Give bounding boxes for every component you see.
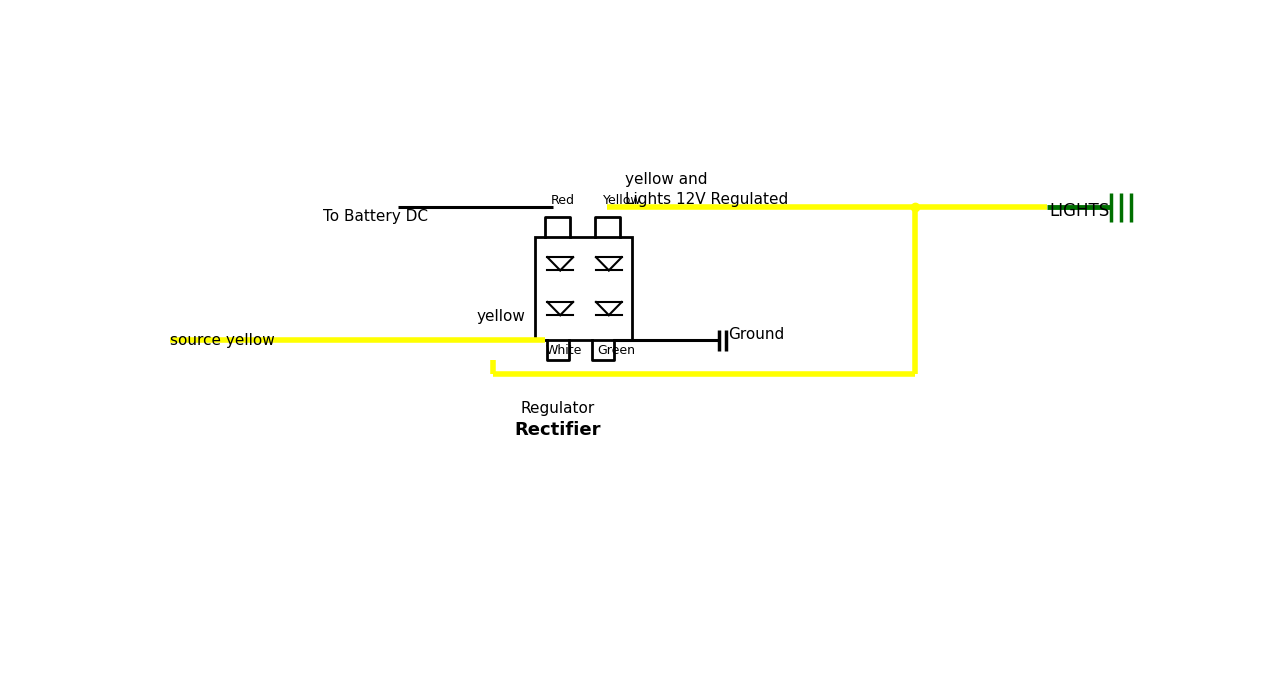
Text: Yellow: Yellow (603, 194, 642, 207)
Text: Lights 12V Regulated: Lights 12V Regulated (625, 192, 788, 207)
Text: source yellow: source yellow (170, 332, 275, 347)
Text: Ground: Ground (728, 328, 784, 343)
Text: LIGHTS: LIGHTS (1049, 202, 1109, 220)
Text: Rectifier: Rectifier (514, 421, 601, 438)
Text: Green: Green (597, 344, 635, 357)
Text: Red: Red (551, 194, 574, 207)
Text: White: White (546, 344, 582, 357)
Bar (535, 237, 632, 340)
Text: yellow and: yellow and (625, 172, 707, 187)
Text: Regulator: Regulator (520, 401, 594, 416)
Text: yellow: yellow (477, 309, 525, 324)
Text: To Battery DC: To Battery DC (323, 209, 428, 224)
